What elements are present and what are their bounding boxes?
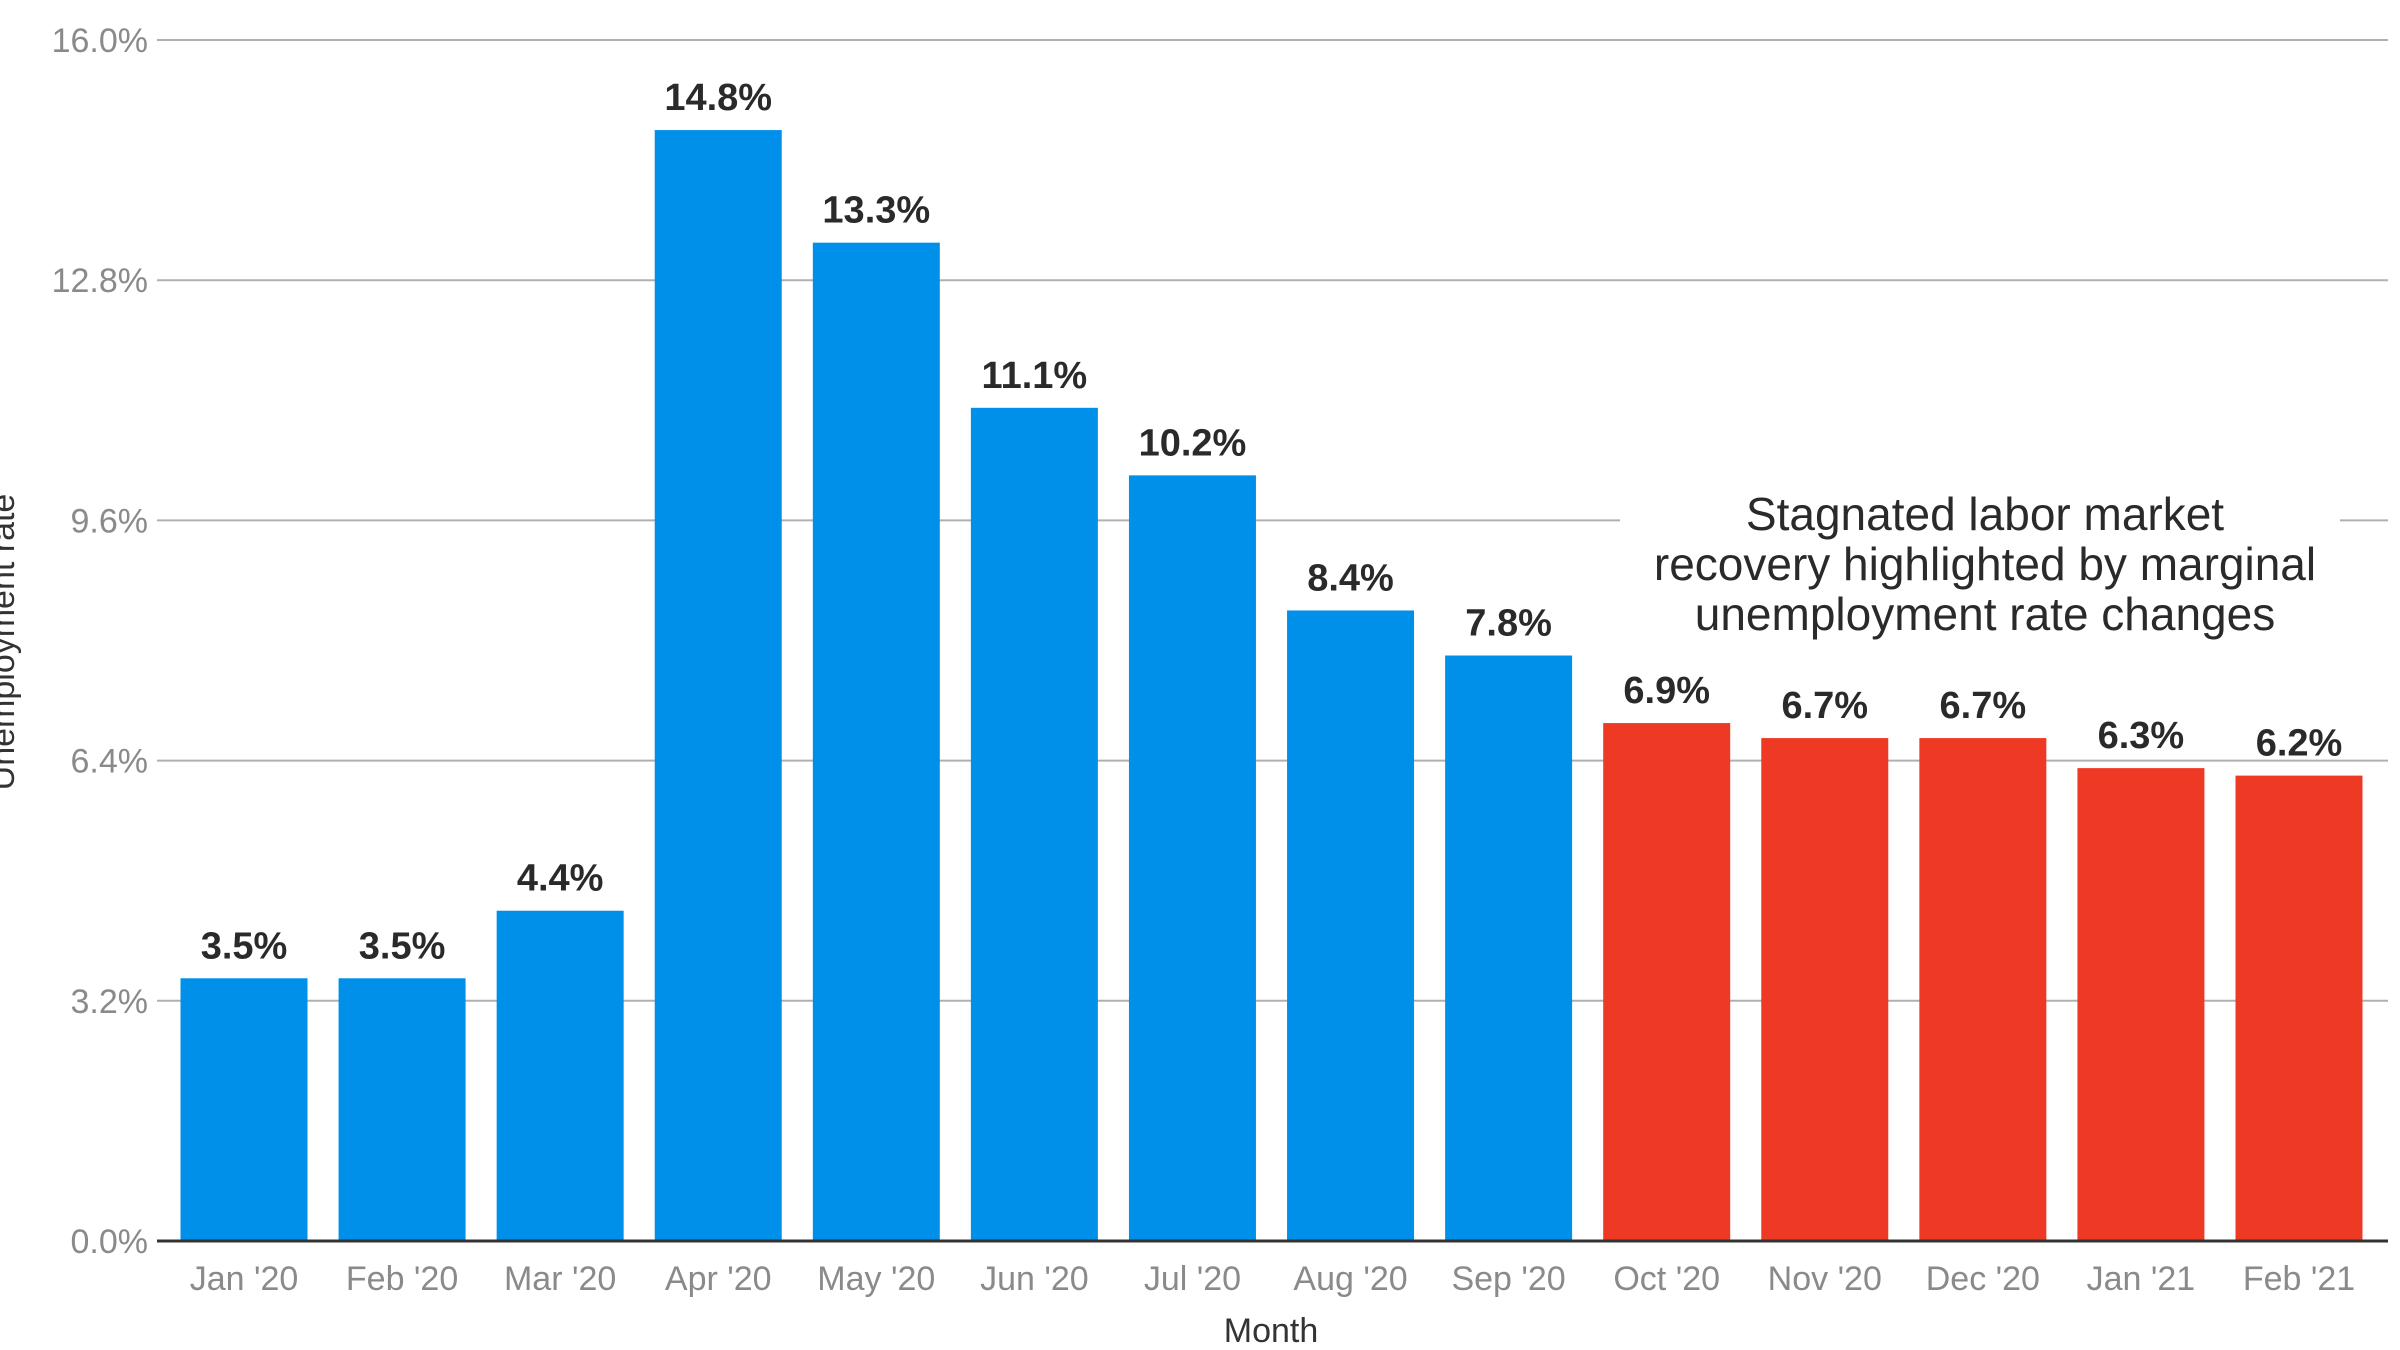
x-tick-label: Feb '20 xyxy=(346,1260,458,1298)
annotation-line-1: Stagnated labor market xyxy=(1746,488,2224,540)
bar xyxy=(1287,610,1415,1241)
x-tick-label: Jul '20 xyxy=(1144,1260,1241,1298)
bar-value-label: 6.7% xyxy=(1781,685,1868,727)
x-tick-label: Jan '20 xyxy=(190,1260,299,1298)
bar-value-label: 13.3% xyxy=(822,190,930,232)
bar xyxy=(812,242,940,1241)
bars xyxy=(180,130,2363,1242)
annotation-line-3: unemployment rate changes xyxy=(1695,588,2275,640)
bar xyxy=(1445,655,1573,1241)
y-axis-title: Unemployment rate xyxy=(0,494,22,791)
bar-value-label: 11.1% xyxy=(982,355,1088,397)
x-tick-label: Aug '20 xyxy=(1293,1260,1407,1298)
bar xyxy=(1761,738,1889,1241)
bar xyxy=(1919,738,2047,1241)
bar-value-label: 8.4% xyxy=(1307,557,1394,599)
x-tick-label: Apr '20 xyxy=(665,1260,772,1298)
bar-value-label: 3.5% xyxy=(359,925,446,967)
bar-value-label: 3.5% xyxy=(201,925,288,967)
bar-value-label: 14.8% xyxy=(664,77,772,119)
bar xyxy=(338,978,466,1241)
bar-value-label: 6.9% xyxy=(1623,670,1710,712)
y-tick-label: 16.0% xyxy=(52,22,148,60)
y-tick-label: 0.0% xyxy=(71,1223,149,1261)
x-tick-label: May '20 xyxy=(817,1260,935,1298)
x-tick-label: Jun '20 xyxy=(980,1260,1089,1298)
annotation-background xyxy=(1620,475,2340,650)
y-tick-label: 9.6% xyxy=(71,502,149,540)
bar xyxy=(654,130,782,1242)
y-tick-label: 12.8% xyxy=(52,262,148,300)
x-tick-label: Oct '20 xyxy=(1613,1260,1720,1298)
x-tick-label: Jan '21 xyxy=(2087,1260,2196,1298)
x-axis-ticks: Jan '20 Feb '20 Mar '20 Apr '20 May '20 Jun '… xyxy=(190,1260,2355,1298)
annotation-line-2: recovery highlighted by marginal xyxy=(1654,538,2316,590)
y-axis-ticks: 0.0% 3.2% 6.4% 9.6% 12.8% 16.0% xyxy=(52,22,148,1261)
y-tick-label: 6.4% xyxy=(71,743,149,781)
bar xyxy=(180,978,308,1241)
x-tick-label: Nov '20 xyxy=(1768,1260,1882,1298)
bar-value-label: 10.2% xyxy=(1139,422,1247,464)
bar-value-label: 7.8% xyxy=(1465,603,1552,645)
bar xyxy=(1128,475,1256,1241)
bar xyxy=(2235,775,2363,1241)
bar-value-labels: 3.5% 3.5% 4.4% 14.8% 13.3% 11.1% 10.2% 8.4% 7.8%… xyxy=(201,77,2343,967)
y-tick-label: 3.2% xyxy=(71,983,149,1021)
bar xyxy=(2077,768,2205,1241)
x-tick-label: Sep '20 xyxy=(1451,1260,1565,1298)
bar xyxy=(496,910,624,1241)
x-tick-label: Mar '20 xyxy=(504,1260,616,1298)
bar xyxy=(970,407,1098,1241)
bar-value-label: 4.4% xyxy=(517,858,604,900)
x-tick-label: Dec '20 xyxy=(1926,1260,2040,1298)
x-tick-label: Feb '21 xyxy=(2243,1260,2355,1298)
x-axis-title: Month xyxy=(1224,1312,1319,1350)
bar xyxy=(1603,723,1731,1241)
bar-value-label: 6.3% xyxy=(2098,715,2185,757)
annotation: Stagnated labor market recovery highligh… xyxy=(1620,475,2340,650)
bar-value-label: 6.7% xyxy=(1940,685,2027,727)
bar-value-label: 6.2% xyxy=(2256,723,2343,765)
